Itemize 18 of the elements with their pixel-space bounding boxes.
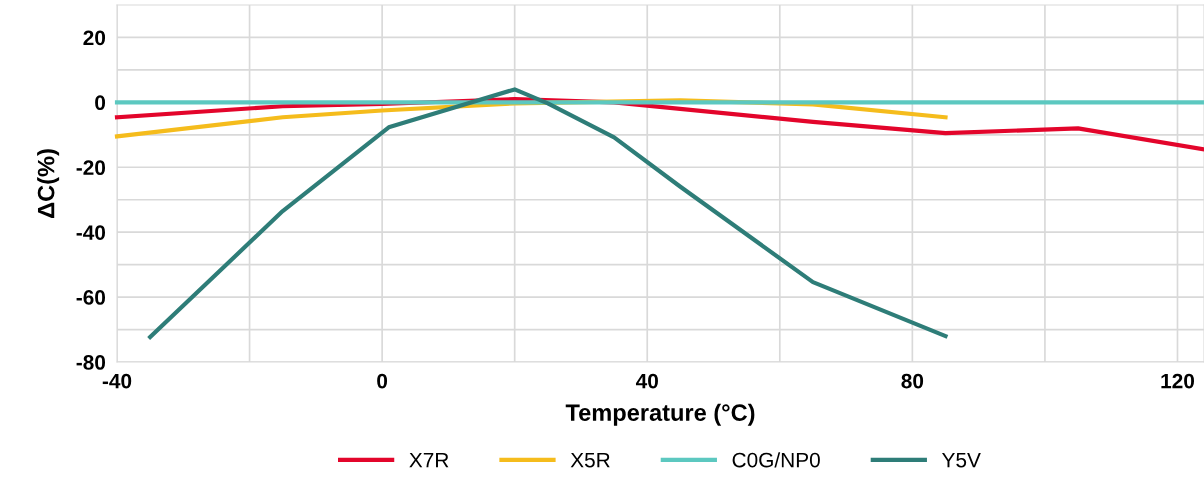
x-tick-label: -40 [102,373,132,389]
y-tick-label: 20 [83,30,106,46]
x-axis-title: Temperature (°C) [565,403,755,426]
legend-label: X7R [409,452,449,468]
y-tick-label: 0 [95,95,106,111]
legend-label: X5R [570,452,610,468]
x-tick-label: 40 [635,373,658,389]
legend-label: Y5V [942,452,981,468]
y-axis-title: ΔC(%) [37,149,60,218]
y-tick-label: -20 [76,160,106,176]
y-tick-label: -60 [76,290,106,305]
legend-label: C0G/NP0 [732,452,820,468]
line-series [148,87,948,340]
y-tick-label: -40 [76,225,106,240]
y-tick-label: -80 [76,355,106,370]
x-tick-label: 80 [901,373,924,389]
x-tick-label: 0 [377,373,388,389]
x-tick-label: 120 [1161,373,1195,389]
